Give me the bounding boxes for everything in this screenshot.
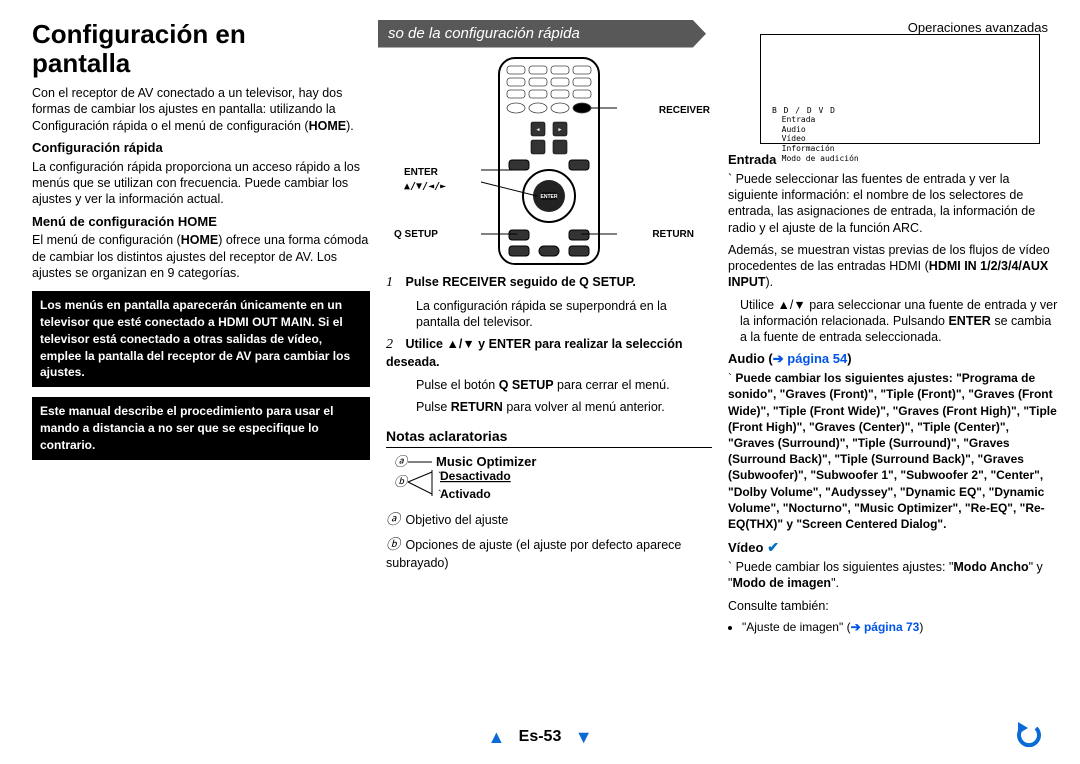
- step-2-desc2: Pulse RETURN para volver al menú anterio…: [386, 399, 712, 415]
- audio-page-link[interactable]: ➔ página 54: [773, 351, 847, 366]
- note-box-2: Este manual describe el procedimiento pa…: [32, 397, 370, 459]
- video-text: ` Puede cambiar los siguientes ajustes: …: [728, 559, 1058, 592]
- callout-qsetup: Q SETUP: [394, 228, 438, 241]
- callout-enter: ENTER: [404, 166, 438, 179]
- svg-text:►: ►: [558, 127, 563, 133]
- svg-text:ⓑ: ⓑ: [394, 474, 409, 489]
- intro-paragraph: Con el receptor de AV conectado a un tel…: [32, 85, 370, 134]
- svg-text:◄: ◄: [536, 127, 541, 133]
- step-2-desc1: Pulse el botón Q SETUP para cerrar el me…: [386, 377, 712, 393]
- home-menu-head: Menú de configuración HOME: [32, 214, 370, 231]
- section-ribbon: so de la configuración rápida: [378, 20, 706, 48]
- prev-page-icon[interactable]: ▲: [487, 727, 505, 748]
- svg-text:ⓐ: ⓐ: [394, 454, 409, 469]
- callout-arrows: ▲/▼/◄/►: [404, 180, 446, 193]
- entrada-text-3: Utilice ▲/▼ para seleccionar una fuente …: [740, 297, 1058, 346]
- svg-text:`: `: [438, 489, 442, 501]
- page-title: Configuración en pantalla: [32, 20, 370, 77]
- svg-text:Music Optimizer: Music Optimizer: [436, 454, 536, 469]
- video-head: Vídeo ✔: [728, 538, 1058, 557]
- header-chapter: Operaciones avanzadas: [908, 20, 1048, 35]
- note-c: ⓑ Opciones de ajuste (el ajuste por defe…: [386, 537, 712, 571]
- consulte-text: Consulte también:: [728, 598, 1058, 614]
- footer: ▲ Es-53 ▼: [0, 727, 1080, 748]
- remote-figure: ◄ ► ENTER: [386, 56, 712, 266]
- audio-list: ` Puede cambiar los siguientes ajustes: …: [728, 370, 1058, 532]
- quick-config-head: Configuración rápida: [32, 140, 370, 157]
- step-1: 1 Pulse RECEIVER seguido de Q SETUP.: [386, 274, 712, 292]
- undo-icon[interactable]: [1014, 720, 1044, 750]
- page73-link[interactable]: ➔ página 73: [851, 620, 920, 634]
- title-line1: Configuración en: [32, 19, 246, 49]
- svg-text:ENTER: ENTER: [541, 194, 558, 200]
- svg-text:Activado: Activado: [440, 487, 491, 501]
- step-1-desc: La configuración rápida se superpondrá e…: [386, 298, 712, 331]
- note-b: ⓐ Objetivo del ajuste: [386, 512, 712, 530]
- music-optimizer-block: ⓐ Music Optimizer ⓑ Desactivado ` Activa…: [394, 452, 712, 512]
- callout-return: RETURN: [652, 228, 694, 241]
- bullet-ajuste-imagen: "Ajuste de imagen" (➔ página 73): [742, 620, 1058, 636]
- audio-head: Audio (➔ página 54): [728, 351, 1058, 368]
- quick-config-text: La configuración rápida proporciona un a…: [32, 159, 370, 208]
- entrada-text-1: ` Puede seleccionar las fuentes de entra…: [728, 171, 1058, 236]
- next-page-icon[interactable]: ▼: [575, 727, 593, 748]
- home-menu-text: El menú de configuración (HOME) ofrece u…: [32, 232, 370, 281]
- tv-screen: B D / D V D Entrada Audio Vídeo Informac…: [760, 34, 1040, 144]
- page-number: Es-53: [519, 728, 562, 745]
- svg-text:`: `: [438, 471, 442, 483]
- check-icon: ✔: [763, 539, 779, 555]
- remote-illustration: ◄ ► ENTER: [479, 56, 619, 266]
- entrada-text-2: Además, se muestran vistas previas de lo…: [728, 242, 1058, 291]
- title-line2: pantalla: [32, 48, 130, 78]
- step-2: 2 Utilice ▲/▼ y ENTER para realizar la s…: [386, 336, 712, 370]
- note-box-1: Los menús en pantalla aparecerán únicame…: [32, 291, 370, 387]
- notes-heading: Notas aclaratorias: [386, 427, 712, 448]
- svg-text:Desactivado: Desactivado: [440, 469, 511, 483]
- callout-receiver: RECEIVER: [659, 104, 710, 117]
